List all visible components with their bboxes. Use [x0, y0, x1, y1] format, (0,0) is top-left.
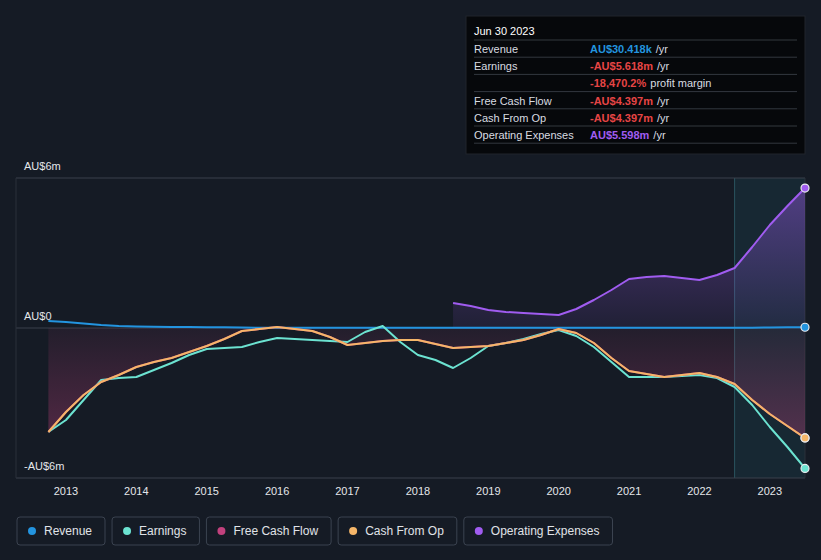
- tooltip-value: -18,470.2%: [590, 77, 646, 89]
- background: [0, 0, 821, 560]
- grid-line: [16, 178, 805, 179]
- tooltip-separator: [474, 40, 797, 41]
- x-tick-label: 2018: [406, 485, 430, 497]
- plot-area: [48, 188, 805, 468]
- tooltip-box: [466, 16, 805, 154]
- series-area: [48, 327, 805, 438]
- tooltip-unit: /yr: [657, 60, 670, 72]
- end-marker: [801, 323, 809, 331]
- tooltip-value: -AU$5.618m: [590, 60, 653, 72]
- series-line: [48, 326, 805, 468]
- tooltip-value: -AU$4.397m: [590, 95, 653, 107]
- legend-item: Cash From Op: [338, 517, 457, 545]
- x-tick-label: 2015: [194, 485, 218, 497]
- x-tick-label: 2022: [687, 485, 711, 497]
- legend-label: Revenue: [44, 524, 92, 538]
- tooltip-label: Earnings: [474, 60, 518, 72]
- tooltip-separator: [474, 91, 797, 92]
- legend-label: Operating Expenses: [491, 524, 600, 538]
- series-line: [48, 327, 805, 438]
- legend-box: [112, 517, 199, 545]
- tooltip-unit: /yr: [656, 43, 669, 55]
- y-tick-label: -AU$6m: [24, 460, 64, 472]
- legend-swatch: [349, 527, 357, 535]
- x-tick-label: 2014: [124, 485, 148, 497]
- y-tick-label: AU$6m: [24, 160, 61, 172]
- plot-left-edge: [16, 178, 17, 478]
- legend-label: Earnings: [139, 524, 186, 538]
- legend-label: Free Cash Flow: [233, 524, 318, 538]
- x-tick-label: 2023: [758, 485, 782, 497]
- legend-swatch: [217, 527, 225, 535]
- tooltip-separator: [474, 57, 797, 58]
- legend-item: Earnings: [112, 517, 199, 545]
- legend-swatch: [475, 527, 483, 535]
- end-marker: [801, 434, 809, 442]
- x-tick-label: 2017: [335, 485, 359, 497]
- legend-box: [464, 517, 613, 545]
- tooltip-label: Cash From Op: [474, 112, 546, 124]
- tooltip-separator: [474, 108, 797, 109]
- end-marker: [801, 434, 809, 442]
- tooltip-value: -AU$4.397m: [590, 112, 653, 124]
- x-tick-label: 2021: [617, 485, 641, 497]
- series-line: [48, 321, 805, 328]
- series-area: [453, 188, 805, 328]
- end-marker: [801, 464, 809, 472]
- grid-line: [16, 478, 805, 479]
- series-line: [453, 188, 805, 315]
- series-line: [48, 327, 805, 438]
- tooltip-value: AU$5.598m: [590, 129, 650, 141]
- legend-item: Free Cash Flow: [206, 517, 331, 545]
- legend-box: [338, 517, 457, 545]
- tooltip-value: AU$30.418k: [590, 43, 653, 55]
- legend-box: [17, 517, 105, 545]
- x-tick-label: 2020: [546, 485, 570, 497]
- tooltip-label: Operating Expenses: [474, 129, 574, 141]
- legend-item: Revenue: [17, 517, 105, 545]
- legend-label: Cash From Op: [365, 524, 444, 538]
- tooltip-unit: /yr: [657, 112, 670, 124]
- x-tick-label: 2019: [476, 485, 500, 497]
- y-tick-label: AU$0: [24, 310, 52, 322]
- tooltip-label: Revenue: [474, 43, 518, 55]
- tooltip-unit: /yr: [653, 129, 666, 141]
- legend-box: [206, 517, 331, 545]
- chart: -AU$6m AU$0 AU$6m 2013 2014 2015 2016 2017 2018 2…: [0, 0, 821, 560]
- tooltip-separator: [474, 74, 797, 75]
- legend-swatch: [28, 527, 36, 535]
- tooltip-separator: [474, 126, 797, 127]
- x-tick-label: 2013: [54, 485, 78, 497]
- end-marker: [801, 184, 809, 192]
- x-tick-label: 2016: [265, 485, 289, 497]
- tooltip-unit: profit margin: [650, 77, 711, 89]
- tooltip-unit: /yr: [657, 95, 670, 107]
- tooltip-title: Jun 30 2023: [474, 25, 535, 37]
- tooltip-separator: [474, 143, 797, 144]
- tooltip: Jun 30 2023 Revenue AU$30.418k/yr Earnings -…: [466, 16, 805, 154]
- legend-item: Operating Expenses: [464, 517, 613, 545]
- tooltip-label: Free Cash Flow: [474, 95, 552, 107]
- legend-swatch: [123, 527, 131, 535]
